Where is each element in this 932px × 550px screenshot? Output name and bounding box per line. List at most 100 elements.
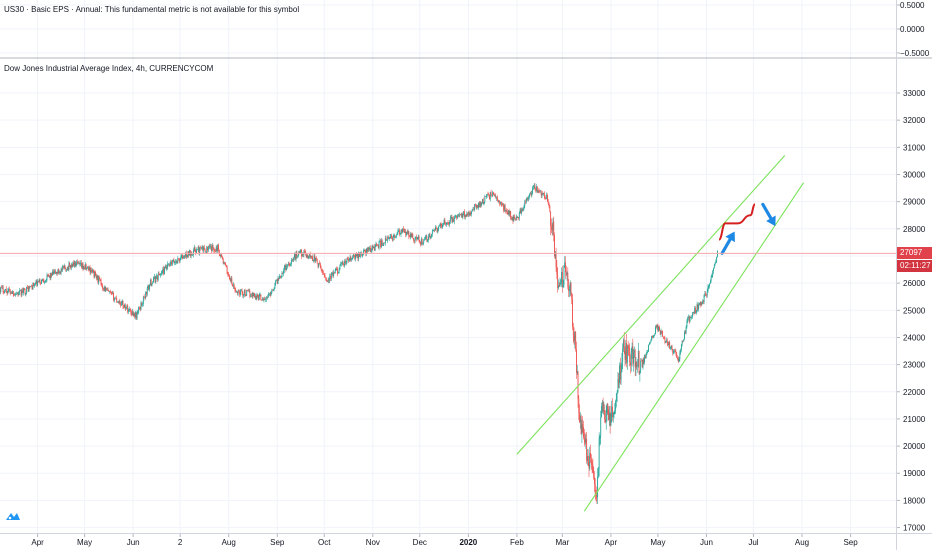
candle-body [233,284,235,289]
candle-body [443,219,445,225]
candle-body [601,402,603,407]
candle-body [598,438,600,470]
tradingview-logo-icon[interactable] [5,510,21,522]
candle-body [305,251,306,254]
candle-body [196,249,198,250]
candle-body [223,262,225,264]
candle-body [367,247,369,252]
candle-body [492,192,494,197]
candle-body [648,344,650,345]
candle-body [218,244,219,251]
candle-body [120,302,122,306]
candle-body [552,221,554,231]
candle-body [437,230,439,233]
candle-body [514,216,516,219]
candle-body [633,350,635,353]
candle-body [476,205,478,208]
candle-body [656,324,658,328]
candle-body [617,379,619,392]
candle-body [270,292,272,296]
candle-body [95,271,97,276]
candle-body [76,261,78,264]
forecast-drawing[interactable] [718,202,776,255]
candle-body [518,217,519,219]
candle-body [641,361,643,368]
candle-body [547,194,548,202]
candle-body [677,358,679,362]
candle-body [296,252,298,256]
candle-body [272,289,274,291]
candle-body [605,413,607,423]
candle-body [500,201,502,205]
candle-body [44,282,46,283]
candle-body [370,249,372,253]
candle-body [260,294,262,301]
candle-body [98,277,100,283]
candle-body [412,233,414,239]
candle-body [691,312,693,318]
candle-body [193,249,194,255]
candle-body [103,286,105,290]
candle-body [584,439,586,443]
candle-body [224,262,226,264]
candle-body [214,250,216,252]
candle-body [670,345,672,348]
candle-body [182,257,184,259]
candle-body [544,196,546,199]
candle-body [16,293,18,294]
candle-body [520,209,522,214]
candle-body [350,256,352,260]
candle-body [111,292,113,294]
trend-channel[interactable] [516,155,805,512]
price-tick-label: 23000 [903,361,926,370]
time-tick-label: Jun [700,538,713,547]
candle-body [475,206,477,208]
candle-body [154,276,156,282]
candle-body [375,243,377,247]
candle-body [368,247,370,249]
candle-body [521,209,523,212]
candle-body [156,275,158,280]
candle-body [608,412,610,421]
candle-body [626,345,628,363]
candle-body [269,293,271,296]
candle-body [583,436,585,440]
time-tick-label: Apr [605,538,618,547]
candle-body [289,265,291,266]
candle-body [240,289,242,291]
candle-body [312,256,313,261]
candle-body [380,240,382,247]
candle-body [434,229,436,231]
candle-body [55,271,57,274]
candle-body [562,284,564,287]
candle-body [388,237,389,239]
candle-body [45,279,47,281]
candle-body [343,264,345,266]
candle-body [435,227,437,229]
candle-body [279,275,281,278]
time-tick-label: Mar [555,538,569,547]
candle-body [667,343,669,346]
candle-body [349,256,351,261]
forecast-arrow-up-head [725,231,735,243]
candle-body [559,283,561,287]
candle-body [8,288,10,290]
candle-body [593,473,595,478]
time-axis[interactable]: Apr May Jun 2 Aug Sep Oct Nov Dec 2020 Feb Mar Apr Ma… [31,533,858,547]
candle-body [209,246,211,247]
candle-body [255,296,257,299]
price-tick-label: 22000 [903,388,926,397]
candle-body [602,402,604,412]
candle-body [580,415,582,435]
price-axis[interactable]: 17000 18000 19000 20000 21000 22000 23000 24000… [896,89,926,533]
candle-body [35,280,37,284]
candle-body [281,273,283,278]
candle-body [264,299,266,300]
candle-body [275,280,277,284]
candle-body [313,255,315,261]
candle-body [192,254,194,256]
price-tick-label: 28000 [903,225,926,234]
candle-body [594,484,596,496]
candle-body [672,349,674,354]
